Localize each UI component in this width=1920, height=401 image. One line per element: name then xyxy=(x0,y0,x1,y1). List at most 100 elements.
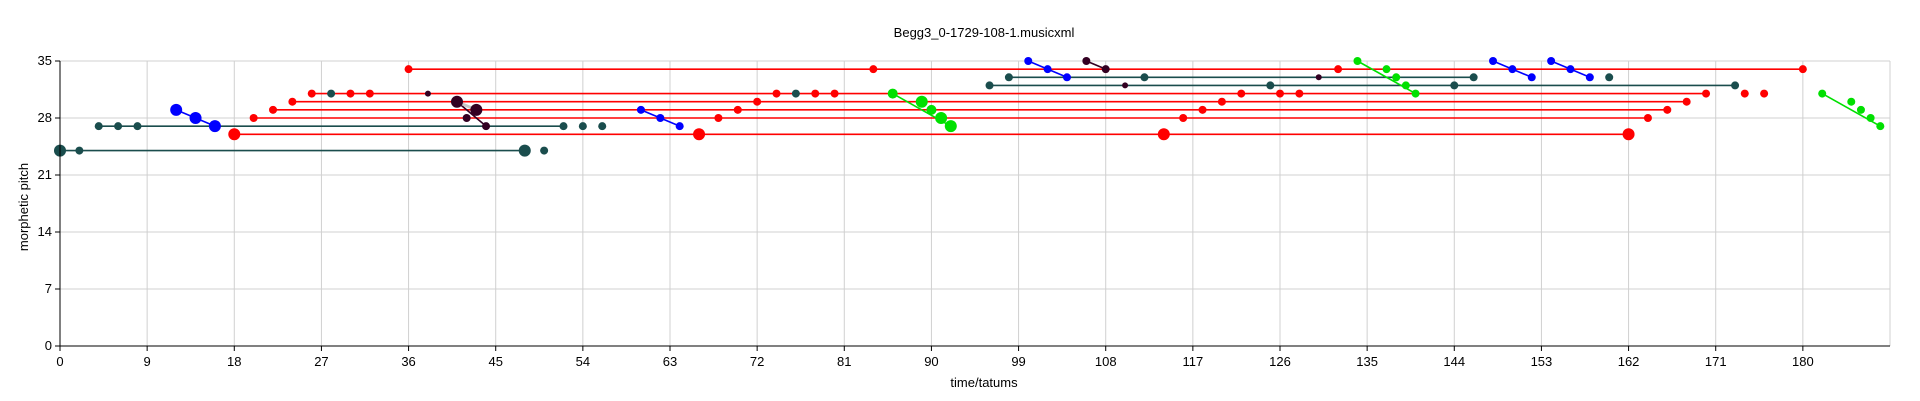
data-point-29 xyxy=(482,122,491,131)
x-tick-label-6: 54 xyxy=(576,354,590,369)
x-tick-label-7: 63 xyxy=(663,354,677,369)
data-point-56 xyxy=(1198,105,1207,114)
y-axis-title: morphetic pitch xyxy=(16,163,31,251)
data-point-25 xyxy=(424,90,431,97)
data-point-32 xyxy=(675,122,684,131)
data-point-26 xyxy=(450,95,463,108)
segment-15 xyxy=(456,101,487,127)
y-tick-label-3: 21 xyxy=(38,167,52,182)
data-point-85 xyxy=(1798,65,1807,74)
data-point-60 xyxy=(1276,89,1284,98)
data-point-77 xyxy=(1605,73,1614,82)
x-tick-label-17: 153 xyxy=(1531,354,1553,369)
data-point-89 xyxy=(1866,114,1875,122)
y-tick-label-0: 0 xyxy=(45,338,52,353)
data-point-24 xyxy=(404,65,413,74)
data-point-51 xyxy=(1082,57,1091,65)
data-point-12 xyxy=(208,120,221,133)
data-point-84 xyxy=(1760,89,1769,98)
y-tick-label-5: 35 xyxy=(38,53,52,68)
data-point-71 xyxy=(1489,57,1498,65)
y-tick-label-4: 28 xyxy=(38,110,52,125)
data-point-52 xyxy=(1101,65,1110,74)
data-point-8 xyxy=(578,122,587,131)
data-point-59 xyxy=(1266,81,1275,90)
data-point-34 xyxy=(733,105,742,114)
data-point-83 xyxy=(1740,89,1749,98)
data-point-69 xyxy=(1450,81,1459,90)
data-point-45 xyxy=(944,120,957,133)
data-point-88 xyxy=(1856,105,1865,114)
data-point-50 xyxy=(1062,73,1071,82)
data-point-47 xyxy=(1004,73,1013,82)
data-point-16 xyxy=(1622,128,1635,141)
x-tick-label-12: 108 xyxy=(1095,354,1117,369)
data-point-13 xyxy=(228,128,241,141)
x-tick-label-0: 0 xyxy=(56,354,63,369)
data-point-57 xyxy=(1217,97,1226,106)
data-point-53 xyxy=(1122,82,1129,89)
data-point-43 xyxy=(926,104,937,115)
data-point-20 xyxy=(307,89,316,98)
x-tick-label-16: 144 xyxy=(1443,354,1465,369)
data-point-48 xyxy=(1024,57,1033,65)
data-point-87 xyxy=(1847,97,1856,106)
data-point-80 xyxy=(1682,97,1691,106)
data-point-76 xyxy=(1585,73,1594,82)
data-point-75 xyxy=(1566,65,1575,74)
data-point-18 xyxy=(269,105,278,114)
data-point-63 xyxy=(1334,65,1343,74)
x-tick-label-4: 36 xyxy=(401,354,415,369)
x-tick-label-2: 18 xyxy=(227,354,241,369)
data-point-35 xyxy=(753,97,762,106)
data-point-64 xyxy=(1353,57,1362,65)
data-point-9 xyxy=(598,122,607,131)
data-point-78 xyxy=(1643,114,1652,122)
data-point-74 xyxy=(1547,57,1556,65)
data-point-73 xyxy=(1527,73,1536,82)
x-axis-title: time/tatums xyxy=(950,375,1018,390)
data-point-21 xyxy=(327,89,336,98)
x-tick-label-15: 135 xyxy=(1356,354,1378,369)
data-point-49 xyxy=(1043,65,1052,74)
grid xyxy=(59,60,1891,347)
data-point-5 xyxy=(114,122,123,131)
y-tick-label-1: 7 xyxy=(45,281,52,296)
data-point-66 xyxy=(1392,73,1401,82)
data-point-27 xyxy=(470,103,483,116)
data-point-37 xyxy=(791,89,800,98)
y-tick-label-2: 14 xyxy=(38,224,52,239)
x-tick-label-18: 162 xyxy=(1618,354,1640,369)
data-point-17 xyxy=(249,114,258,122)
x-tick-label-8: 72 xyxy=(750,354,764,369)
data-point-14 xyxy=(693,128,706,141)
data-point-36 xyxy=(772,89,781,98)
x-tick-label-20: 180 xyxy=(1792,354,1814,369)
data-point-2 xyxy=(518,144,531,157)
data-point-23 xyxy=(365,89,374,98)
data-point-72 xyxy=(1508,65,1517,74)
data-point-30 xyxy=(636,105,645,114)
axes xyxy=(59,61,1890,347)
x-tick-label-10: 90 xyxy=(924,354,938,369)
data-point-19 xyxy=(288,97,297,106)
data-point-38 xyxy=(811,89,820,98)
data-point-31 xyxy=(656,114,665,122)
data-point-42 xyxy=(915,95,928,108)
data-point-15 xyxy=(1157,128,1170,141)
data-point-28 xyxy=(462,114,471,122)
x-tick-label-19: 171 xyxy=(1705,354,1727,369)
data-point-58 xyxy=(1237,89,1246,98)
data-point-7 xyxy=(559,122,568,131)
data-point-90 xyxy=(1876,122,1885,131)
data-point-70 xyxy=(1469,73,1478,82)
data-point-6 xyxy=(133,122,142,131)
data-point-55 xyxy=(1179,114,1188,122)
data-point-65 xyxy=(1382,65,1391,74)
x-ticks: 0 9 18 27 36 45 54 63 72 81 90 99 108 117 126 135 144 153… xyxy=(56,346,1814,369)
data-point-22 xyxy=(346,89,355,98)
data-point-54 xyxy=(1140,73,1149,82)
data-point-40 xyxy=(869,65,878,74)
data-point-86 xyxy=(1818,89,1827,98)
